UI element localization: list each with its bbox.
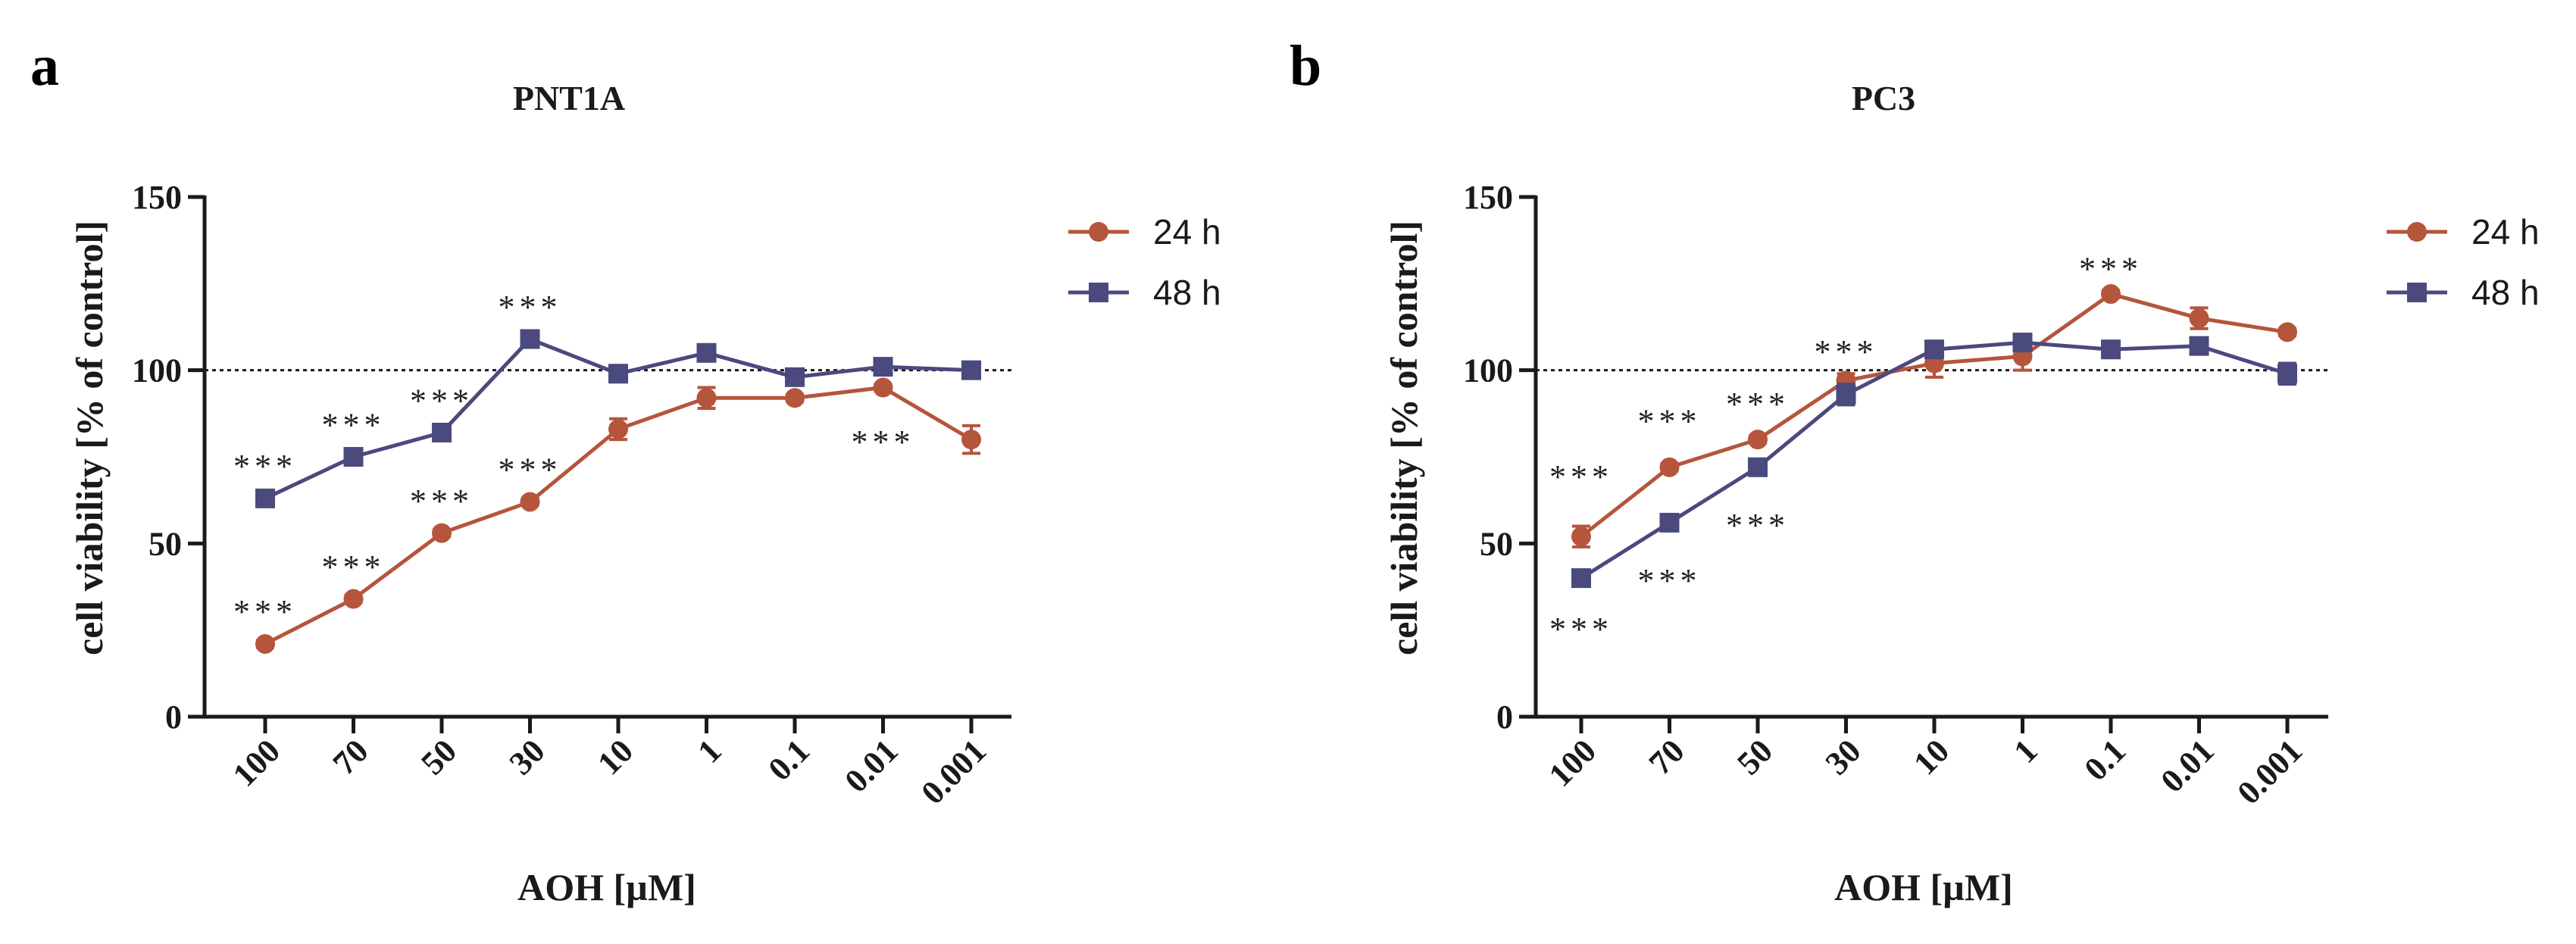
significance-label-a: *** xyxy=(233,448,297,485)
chart-title-a: PNT1A xyxy=(513,79,625,117)
data-point-b-24h xyxy=(1571,527,1591,547)
data-point-a-48h xyxy=(873,357,893,377)
legend-marker-a-1 xyxy=(1089,283,1108,302)
significance-label-a: *** xyxy=(410,382,474,419)
panel-letter-b: b xyxy=(1290,34,1321,98)
data-point-a-48h xyxy=(520,329,540,349)
significance-label-b: *** xyxy=(1638,403,1702,440)
y-tick-label-b: 150 xyxy=(1463,179,1513,216)
panel-letter-a: a xyxy=(30,34,59,98)
data-point-b-24h xyxy=(2277,322,2297,342)
x-tick-label-a: 0.1 xyxy=(761,732,818,788)
x-tick-label-a: 10 xyxy=(590,732,640,782)
significance-label-b: *** xyxy=(1549,611,1613,648)
data-point-a-24h xyxy=(343,589,364,609)
data-point-a-24h xyxy=(785,388,805,408)
x-tick-label-a: 100 xyxy=(226,732,287,793)
data-point-a-48h xyxy=(608,364,628,384)
significance-label-a: *** xyxy=(322,406,386,443)
x-tick-label-b: 0.1 xyxy=(2077,732,2134,788)
significance-label-b: *** xyxy=(2079,250,2143,287)
x-tick-label-b: 70 xyxy=(1642,732,1692,782)
legend-label-b-0: 24 h xyxy=(2471,212,2540,252)
x-tick-label-b: 0.01 xyxy=(2153,732,2221,799)
data-point-b-48h xyxy=(2012,333,2033,353)
data-point-a-48h xyxy=(343,447,364,467)
panel-a: a PNT1A cell viability [% of control] AO… xyxy=(30,34,1221,908)
data-point-b-48h xyxy=(2101,339,2121,360)
data-point-a-48h xyxy=(255,488,275,508)
data-point-b-24h xyxy=(1748,430,1768,450)
y-tick-label-a: 100 xyxy=(132,352,182,389)
legend-marker-b-1 xyxy=(2407,283,2427,302)
data-point-b-48h xyxy=(1748,457,1768,477)
significance-label-a: *** xyxy=(233,593,297,630)
x-tick-label-b: 50 xyxy=(1730,732,1780,782)
data-point-b-48h xyxy=(1836,384,1856,405)
x-tick-label-b: 1 xyxy=(2006,732,2044,770)
data-point-a-24h xyxy=(961,430,981,450)
x-tick-label-b: 10 xyxy=(1906,732,1956,782)
significance-label-b: *** xyxy=(1726,386,1790,423)
data-point-a-48h xyxy=(961,360,981,380)
x-tick-label-a: 50 xyxy=(414,732,464,782)
legend-marker-a-0 xyxy=(1089,222,1108,242)
x-tick-label-a: 0.001 xyxy=(914,732,993,811)
x-axis-label-b: AOH [µM] xyxy=(1834,866,2013,908)
data-point-a-48h xyxy=(785,367,805,387)
legend-marker-b-0 xyxy=(2407,222,2427,242)
data-point-b-24h xyxy=(2101,284,2121,305)
x-tick-label-b: 30 xyxy=(1818,732,1868,782)
x-tick-label-b: 0.001 xyxy=(2230,732,2309,811)
data-point-b-48h xyxy=(1924,339,1944,360)
data-point-a-48h xyxy=(696,342,717,363)
data-point-a-24h xyxy=(608,419,628,439)
y-axis-label-b: cell viability [% of control] xyxy=(1383,220,1425,655)
data-point-a-24h xyxy=(873,377,893,398)
data-point-a-24h xyxy=(432,523,452,543)
data-point-b-24h xyxy=(2189,308,2209,329)
x-tick-label-a: 1 xyxy=(690,732,728,770)
significance-label-b: *** xyxy=(1549,458,1613,495)
x-tick-label-a: 70 xyxy=(326,732,376,782)
data-point-b-48h xyxy=(1659,512,1680,533)
data-point-b-48h xyxy=(1571,568,1591,589)
data-point-b-48h xyxy=(2277,364,2297,384)
data-point-a-24h xyxy=(520,492,540,512)
y-tick-label-b: 100 xyxy=(1463,352,1513,389)
data-point-b-48h xyxy=(2189,336,2209,356)
y-tick-label-a: 50 xyxy=(148,525,182,562)
chart-title-b: PC3 xyxy=(1852,79,1915,117)
x-axis-label-a: AOH [µM] xyxy=(517,866,696,908)
legend-label-b-1: 48 h xyxy=(2471,273,2540,312)
x-tick-label-a: 30 xyxy=(502,732,552,782)
significance-label-a: *** xyxy=(499,452,562,489)
x-tick-label-a: 0.01 xyxy=(837,732,905,799)
significance-label-a: *** xyxy=(322,549,386,586)
data-point-a-48h xyxy=(432,422,452,442)
data-point-a-24h xyxy=(255,633,275,654)
significance-label-a: *** xyxy=(499,289,562,326)
x-tick-label-b: 100 xyxy=(1542,732,1603,793)
significance-label-a: *** xyxy=(410,483,474,520)
y-tick-label-a: 150 xyxy=(132,179,182,216)
y-tick-label-a: 0 xyxy=(165,699,182,736)
significance-label-b: *** xyxy=(1638,562,1702,599)
significance-label-b: *** xyxy=(1815,333,1878,370)
significance-label-b: *** xyxy=(1726,507,1790,544)
significance-label-a: *** xyxy=(852,424,915,461)
y-tick-label-b: 50 xyxy=(1480,525,1513,562)
panel-b: b PC3 cell viability [% of control] AOH … xyxy=(1290,34,2540,908)
legend-label-a-1: 48 h xyxy=(1153,273,1221,312)
data-point-a-24h xyxy=(696,388,717,408)
data-point-b-24h xyxy=(1659,457,1680,477)
legend-label-a-0: 24 h xyxy=(1153,212,1221,252)
y-tick-label-b: 0 xyxy=(1496,699,1513,736)
y-axis-label-a: cell viability [% of control] xyxy=(68,220,111,655)
